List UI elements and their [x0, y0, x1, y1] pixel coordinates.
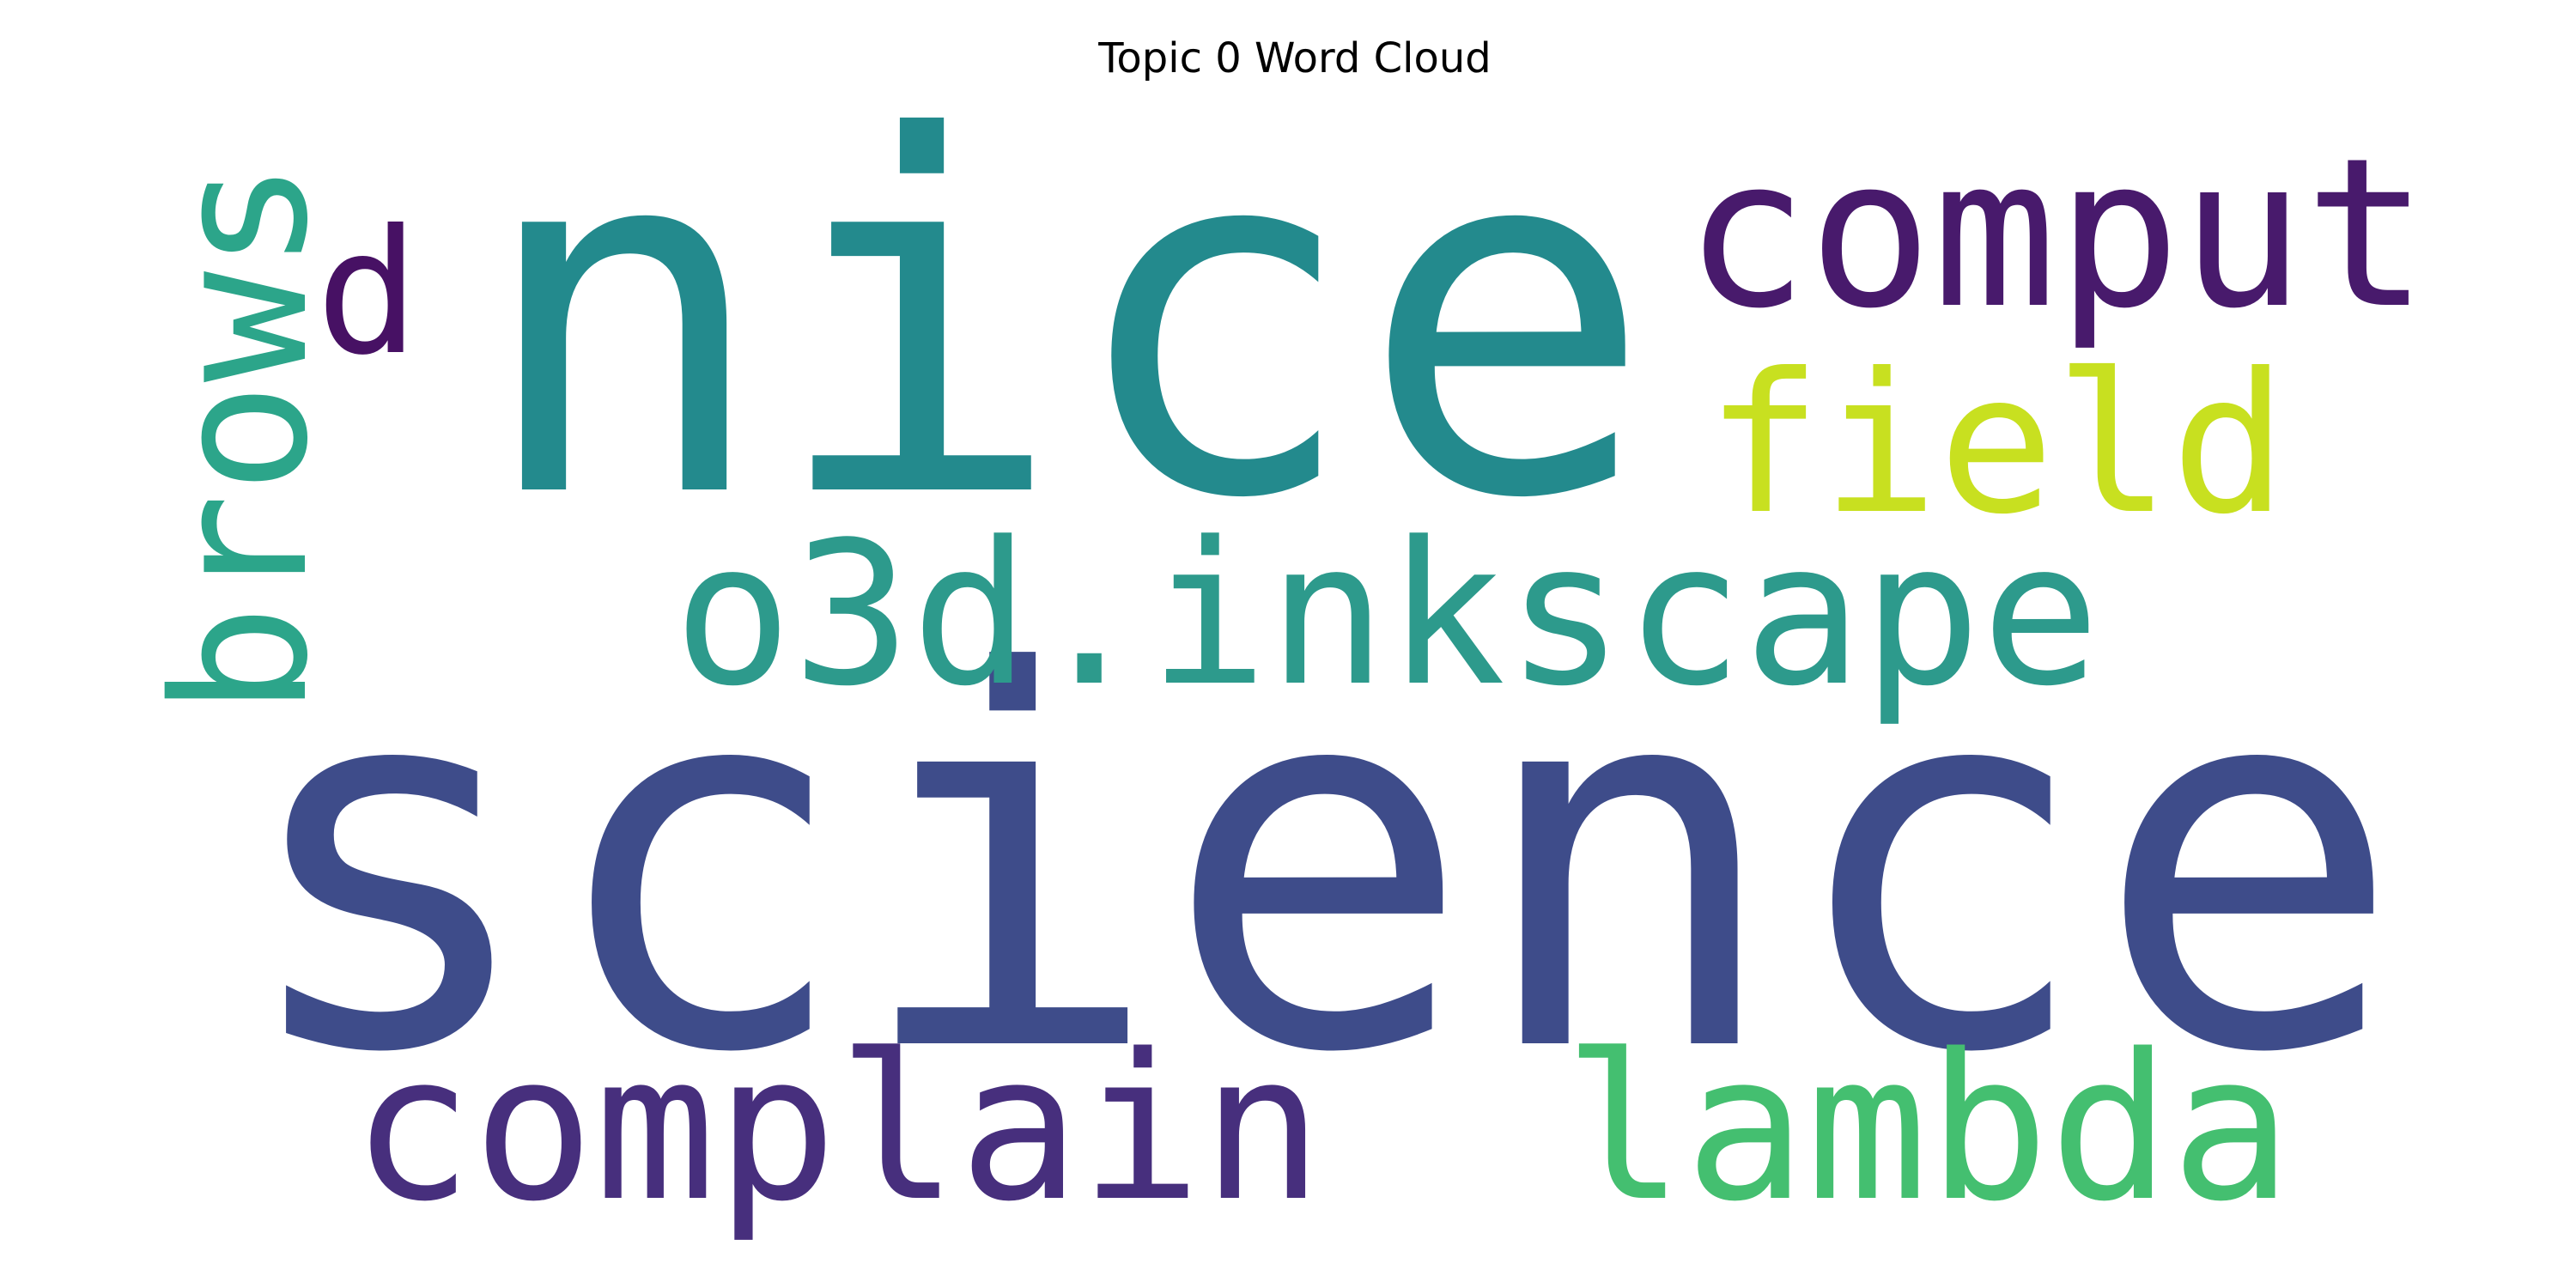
- word-o3d-inkscape: o3d.inkscape: [673, 501, 2100, 730]
- word-field: field: [1705, 332, 2287, 557]
- word-lambda: lambda: [1564, 1012, 2293, 1246]
- word-complain: complain: [351, 1012, 1323, 1246]
- chart-title: Topic 0 Word Cloud: [1097, 34, 1492, 82]
- word-nice: nice: [476, 36, 1655, 605]
- word-comput: comput: [1685, 113, 2429, 354]
- word-brows: brows: [133, 160, 349, 715]
- word-science: science: [233, 565, 2404, 1165]
- word-d: d: [316, 193, 419, 393]
